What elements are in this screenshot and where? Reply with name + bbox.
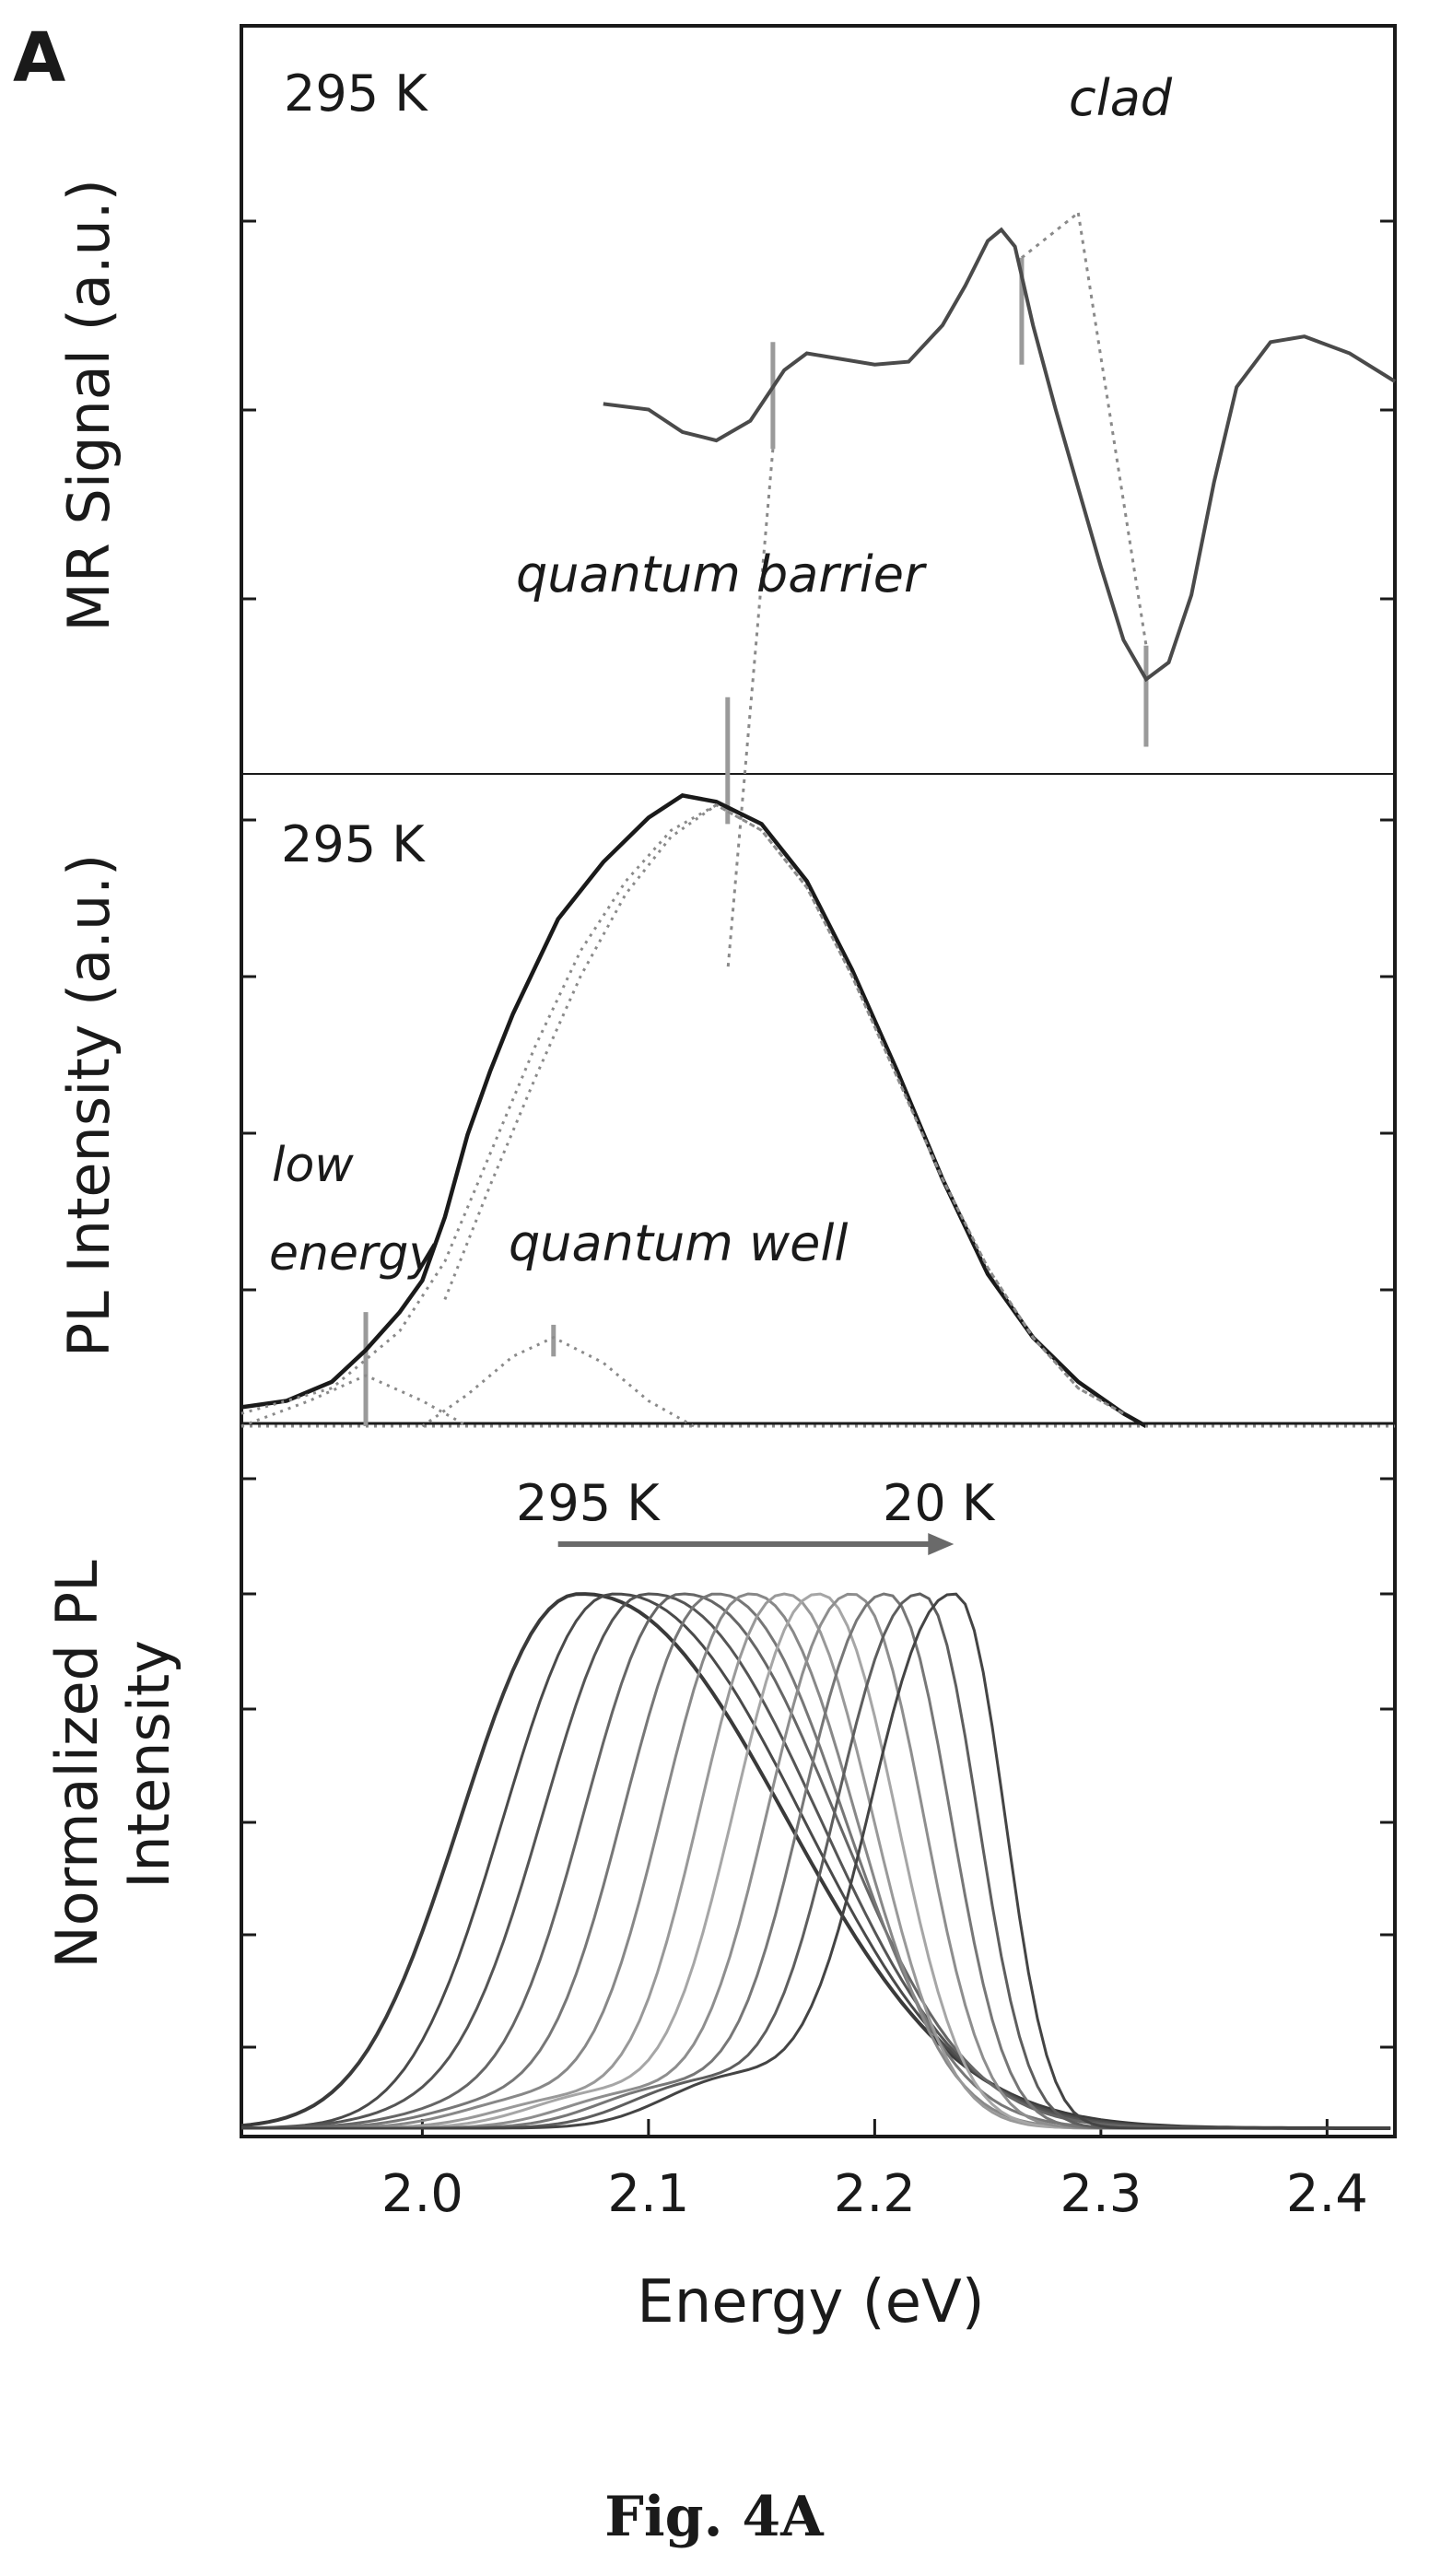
pl-series xyxy=(240,793,1395,1428)
norm-series-8 xyxy=(241,1592,1391,2130)
x-tick-label-1: 2.1 xyxy=(607,2164,689,2224)
norm-series-0 xyxy=(240,1592,1391,2130)
annotation-quantum-barrier: quantum barrier xyxy=(516,545,927,603)
annotation-energy: energy xyxy=(269,1226,438,1282)
annotation-quantum-well: quantum well xyxy=(509,1214,848,1272)
x-axis-label: Energy (eV) xyxy=(637,2268,985,2336)
norm-y-axis-label-line2: Intensity xyxy=(115,1640,182,1889)
norm-series-4 xyxy=(241,1592,1391,2130)
arrow-from-label: 295 K xyxy=(516,1474,661,1532)
arrow-to-label: 20 K xyxy=(883,1474,996,1532)
norm-series-7 xyxy=(241,1592,1391,2130)
norm-ticks xyxy=(241,1477,1395,2137)
norm-series-2 xyxy=(240,1592,1391,2130)
norm-series-5 xyxy=(241,1592,1391,2130)
panel-label: A xyxy=(13,18,65,98)
x-tick-labels: 2.0 2.1 2.2 2.3 2.4 xyxy=(381,2164,1368,2224)
mr-signal-line xyxy=(603,227,1397,683)
pl-series-low-energy-component xyxy=(240,1374,469,1428)
pl-series-measured xyxy=(240,793,1148,1428)
mr-temperature-label: 295 K xyxy=(284,64,428,123)
figure-caption: Fig. 4A xyxy=(604,2485,825,2549)
normalized-panel: 295 K 20 K 2.0 2.1 2.2 2.3 2.4 Energy (eV) N… xyxy=(43,1474,1395,2336)
norm-series-6 xyxy=(241,1592,1391,2130)
pl-ticks xyxy=(241,818,1395,1292)
x-tick-label-0: 2.0 xyxy=(381,2164,463,2224)
pl-series-quantum-well-component xyxy=(421,1336,695,1428)
pl-series-fit-sum xyxy=(240,803,1125,1415)
x-tick-label-3: 2.3 xyxy=(1060,2164,1142,2224)
norm-series-3 xyxy=(241,1592,1391,2130)
x-tick-label-2: 2.2 xyxy=(834,2164,916,2224)
pl-y-axis-label: PL Intensity (a.u.) xyxy=(55,854,123,1357)
norm-y-axis-label: Normalized PL Intensity xyxy=(43,1560,182,1969)
mr-markers xyxy=(770,257,1149,747)
annotation-low: low xyxy=(272,1138,354,1193)
norm-series-10 xyxy=(241,1592,1391,2130)
mr-y-axis-label: MR Signal (a.u.) xyxy=(55,179,123,632)
temperature-arrow xyxy=(557,1533,955,1555)
norm-series-1 xyxy=(240,1592,1391,2130)
pl-markers xyxy=(363,697,731,1426)
pl-panel: 295 K low energy quantum well PL Intensi… xyxy=(55,697,1395,1428)
mr-dotted-guide-2 xyxy=(1076,212,1148,646)
norm-series xyxy=(240,1592,1391,2130)
mr-dotted-guide-1 xyxy=(1020,211,1080,259)
x-tick-label-4: 2.4 xyxy=(1286,2164,1368,2224)
temperature-arrow-head xyxy=(928,1533,955,1555)
annotation-clad: clad xyxy=(1069,69,1173,127)
pl-temperature-label: 295 K xyxy=(281,815,426,873)
mr-guides xyxy=(726,211,1148,972)
plot-frame xyxy=(240,24,1397,2138)
norm-y-axis-label-line1: Normalized PL xyxy=(43,1560,111,1969)
norm-series-11 xyxy=(241,1592,1391,2130)
mr-ticks xyxy=(241,219,1395,601)
mr-panel: 295 K clad quantum barrier MR Signal (a.… xyxy=(55,64,1397,972)
norm-series-9 xyxy=(241,1592,1391,2130)
mr-dotted-guide-0 xyxy=(726,449,775,972)
